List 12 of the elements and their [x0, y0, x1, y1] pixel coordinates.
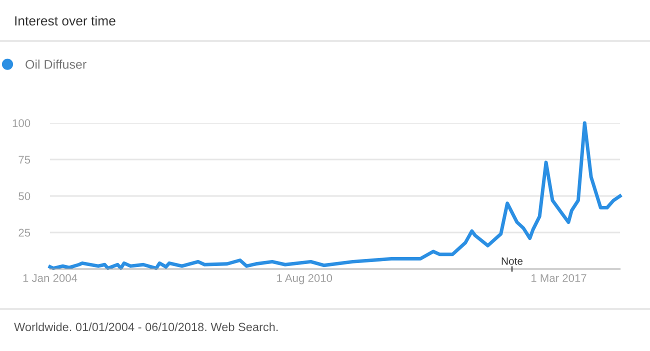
y-tick-label: 50 — [18, 192, 30, 200]
y-tick-label: 100 — [12, 119, 30, 128]
legend-label: Oil Diffuser — [26, 60, 86, 69]
x-tick-label: 1 Jan 2004 — [23, 274, 78, 282]
y-tick-label: 75 — [18, 156, 30, 164]
chart-title: Interest over time — [15, 16, 116, 26]
y-tick-label: 25 — [18, 228, 30, 237]
text: Worldwide. 01/01/2004 - 06/10/2018. Web Search. — [14, 322, 278, 332]
x-tick-label: 1 Mar 2017 — [531, 274, 586, 282]
line-series — [48, 121, 622, 270]
annotation: Note — [502, 258, 523, 265]
x-tick-label: 1 Aug 2010 — [277, 274, 332, 284]
